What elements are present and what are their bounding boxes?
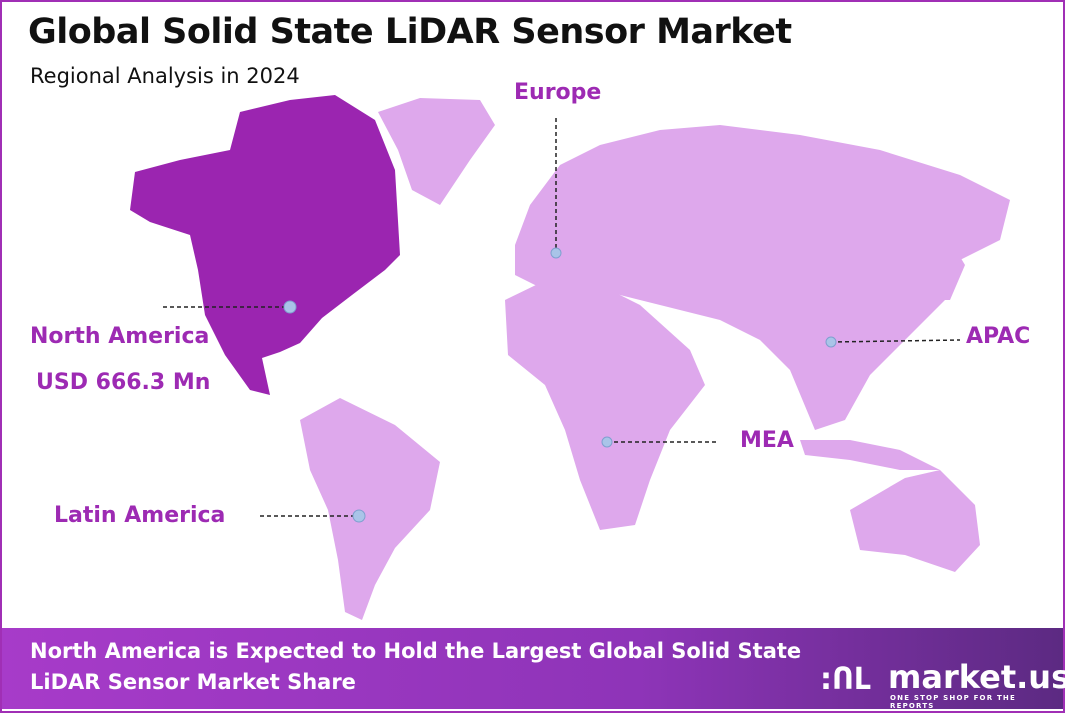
region-africa: [505, 283, 705, 530]
region-europe-asia: [515, 125, 1010, 430]
label-latin-america: Latin America: [54, 503, 226, 528]
label-europe: Europe: [514, 80, 602, 105]
logo-tagline: ONE STOP SHOP FOR THE REPORTS: [890, 694, 1016, 710]
market-us-logo: :ՈԼ market.us ONE STOP SHOP FOR THE REPO…: [820, 658, 1065, 710]
footer-banner: North America is Expected to Hold the La…: [2, 628, 1065, 710]
label-mea: MEA: [740, 428, 794, 453]
greenland: [378, 98, 495, 205]
japan: [930, 240, 965, 300]
region-north-america: [130, 95, 400, 395]
page-subtitle: Regional Analysis in 2024: [30, 64, 300, 88]
marker-latin-america: [352, 509, 366, 523]
marker-europe: [550, 247, 562, 259]
page-title: Global Solid State LiDAR Sensor Market: [28, 12, 792, 52]
leader-apac: [830, 339, 961, 343]
marker-mea: [601, 436, 613, 448]
region-latin-america: [300, 398, 440, 620]
logo-name: market.us: [888, 658, 1065, 696]
marker-apac: [825, 336, 837, 348]
label-north-america: North America: [30, 324, 210, 349]
banner-text: North America is Expected to Hold the La…: [30, 639, 802, 694]
label-apac: APAC: [966, 324, 1031, 349]
marker-north-america: [283, 300, 297, 314]
indonesia: [800, 440, 940, 470]
australia: [850, 470, 980, 572]
value-north-america: USD 666.3 Mn: [36, 370, 211, 395]
logo-mark-icon: :ՈԼ: [820, 662, 871, 697]
